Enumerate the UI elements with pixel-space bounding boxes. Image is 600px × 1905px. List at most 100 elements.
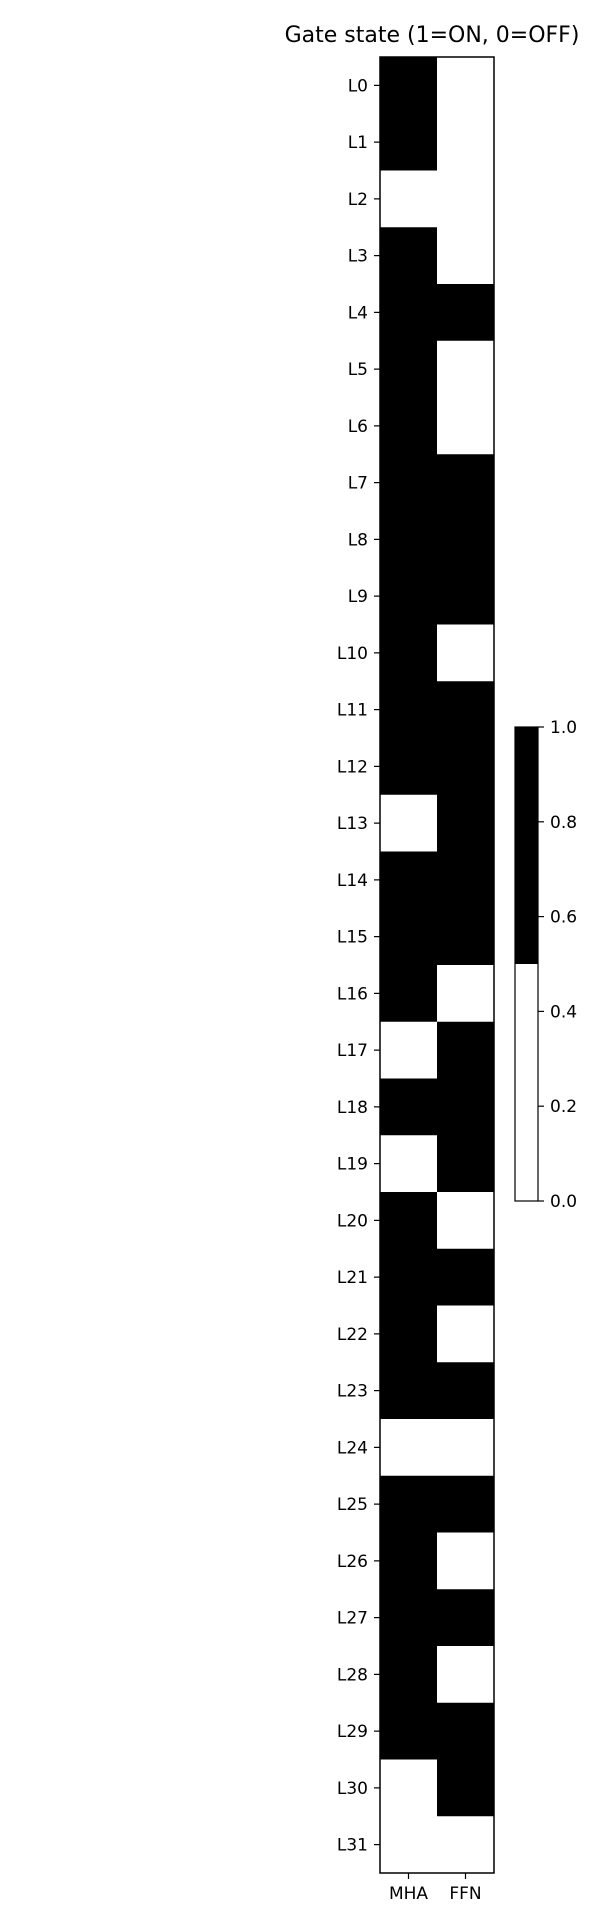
heatmap-cell-L11-MHA	[380, 681, 438, 739]
y-tick-label: L7	[348, 474, 368, 494]
y-tick-label: L14	[337, 871, 368, 891]
heatmap-cell-L13-FFN	[437, 794, 495, 852]
heatmap-cell-L5-FFN	[437, 340, 495, 398]
heatmap-cell-L10-MHA	[380, 624, 438, 682]
heatmap-cell-L31-MHA	[380, 1816, 438, 1874]
heatmap-cell-L21-MHA	[380, 1248, 438, 1306]
heatmap-cell-L28-FFN	[437, 1646, 495, 1704]
heatmap-cell-L5-MHA	[380, 340, 438, 398]
y-tick-label: L20	[337, 1211, 368, 1231]
y-tick-label: L24	[337, 1438, 368, 1458]
heatmap-cell-L6-FFN	[437, 397, 495, 455]
heatmap-cell-L25-MHA	[380, 1475, 438, 1533]
heatmap-cell-L23-FFN	[437, 1362, 495, 1420]
heatmap-cell-L8-MHA	[380, 511, 438, 569]
heatmap-cell-L27-MHA	[380, 1589, 438, 1647]
heatmap-cell-L9-FFN	[437, 567, 495, 625]
y-tick-label: L31	[337, 1836, 368, 1856]
heatmap-cell-L3-FFN	[437, 227, 495, 285]
heatmap-cell-L13-MHA	[380, 794, 438, 852]
heatmap-cell-L26-FFN	[437, 1532, 495, 1590]
heatmap-cell-L22-MHA	[380, 1305, 438, 1363]
y-tick-label: L22	[337, 1325, 368, 1345]
colorbar-tick-label: 0.2	[550, 1097, 577, 1117]
heatmap-cell-L0-MHA	[380, 57, 438, 115]
y-tick-label: L6	[348, 417, 368, 437]
colorbar-tick-label: 0.8	[550, 813, 577, 833]
y-tick-label: L19	[337, 1155, 368, 1175]
y-tick-label: L0	[348, 76, 368, 96]
heatmap-cell-L27-FFN	[437, 1589, 495, 1647]
heatmap-cell-L11-FFN	[437, 681, 495, 739]
y-tick-label: L13	[337, 814, 368, 834]
x-tick-label: MHA	[389, 1884, 428, 1904]
heatmap-cell-L15-MHA	[380, 908, 438, 966]
colorbar-off-segment	[515, 964, 538, 1201]
heatmap-cell-L1-MHA	[380, 113, 438, 171]
y-tick-label: L11	[337, 701, 368, 721]
heatmap-cell-L24-FFN	[437, 1419, 495, 1477]
y-tick-label: L8	[348, 530, 368, 550]
colorbar-tick-label: 0.0	[550, 1192, 577, 1212]
heatmap-cell-L7-FFN	[437, 454, 495, 512]
y-tick-label: L10	[337, 644, 368, 664]
colorbar-frame	[514, 726, 539, 1202]
heatmap-cell-L0-FFN	[437, 57, 495, 115]
y-tick-label: L17	[337, 1041, 368, 1061]
heatmap-cell-L14-FFN	[437, 851, 495, 909]
y-tick-label: L5	[348, 360, 368, 380]
heatmap-cell-L2-FFN	[437, 170, 495, 228]
y-tick-label: L2	[348, 190, 368, 210]
y-tick-label: L23	[337, 1382, 368, 1402]
heatmap-cell-L17-MHA	[380, 1021, 438, 1079]
heatmap-cells	[380, 57, 495, 1874]
heatmap-cell-L19-FFN	[437, 1135, 495, 1193]
heatmap-cell-L4-FFN	[437, 284, 495, 342]
heatmap-cell-L10-FFN	[437, 624, 495, 682]
heatmap-cell-L20-MHA	[380, 1192, 438, 1250]
heatmap-cell-L25-FFN	[437, 1475, 495, 1533]
heatmap-cell-L31-FFN	[437, 1816, 495, 1874]
heatmap-cell-L28-MHA	[380, 1646, 438, 1704]
plot-frame	[379, 56, 495, 1874]
heatmap-cell-L14-MHA	[380, 851, 438, 909]
colorbar-tick-label: 1.0	[550, 718, 577, 738]
heatmap-cell-L24-MHA	[380, 1419, 438, 1477]
colorbar: 0.0 0.2 0.4 0.6 0.8 1.0	[514, 718, 577, 1212]
heatmap-cell-L29-FFN	[437, 1702, 495, 1760]
y-tick-label: L30	[337, 1779, 368, 1799]
y-tick-label: L1	[348, 133, 368, 153]
heatmap-cell-L16-MHA	[380, 965, 438, 1023]
y-tick-label: L28	[337, 1665, 368, 1685]
heatmap-cell-L29-MHA	[380, 1702, 438, 1760]
heatmap-cell-L21-FFN	[437, 1248, 495, 1306]
colorbar-tick-label: 0.6	[550, 908, 577, 928]
heatmap-cell-L12-FFN	[437, 738, 495, 796]
heatmap-cell-L2-MHA	[380, 170, 438, 228]
y-tick-label: L16	[337, 984, 368, 1004]
heatmap-cell-L26-MHA	[380, 1532, 438, 1590]
heatmap-cell-L9-MHA	[380, 567, 438, 625]
heatmap-cell-L20-FFN	[437, 1192, 495, 1250]
heatmap-cell-L30-MHA	[380, 1759, 438, 1817]
chart-title: Gate state (1=ON, 0=OFF)	[285, 23, 580, 48]
y-tick-label: L9	[348, 587, 368, 607]
heatmap-cell-L3-MHA	[380, 227, 438, 285]
heatmap-cell-L22-FFN	[437, 1305, 495, 1363]
y-tick-label: L3	[348, 247, 368, 267]
heatmap-cell-L17-FFN	[437, 1021, 495, 1079]
heatmap-cell-L12-MHA	[380, 738, 438, 796]
y-tick-label: L21	[337, 1268, 368, 1288]
x-axis-ticks: MHA FFN	[389, 1873, 482, 1904]
colorbar-tick-label: 0.4	[550, 1002, 577, 1022]
colorbar-on-segment	[515, 727, 538, 964]
heatmap-cell-L1-FFN	[437, 113, 495, 171]
y-tick-label: L26	[337, 1552, 368, 1572]
heatmap-cell-L15-FFN	[437, 908, 495, 966]
heatmap-cell-L16-FFN	[437, 965, 495, 1023]
y-tick-label: L27	[337, 1609, 368, 1629]
heatmap-cell-L18-FFN	[437, 1078, 495, 1136]
x-tick-label: FFN	[449, 1884, 481, 1904]
heatmap-cell-L18-MHA	[380, 1078, 438, 1136]
heatmap-cell-L8-FFN	[437, 511, 495, 569]
